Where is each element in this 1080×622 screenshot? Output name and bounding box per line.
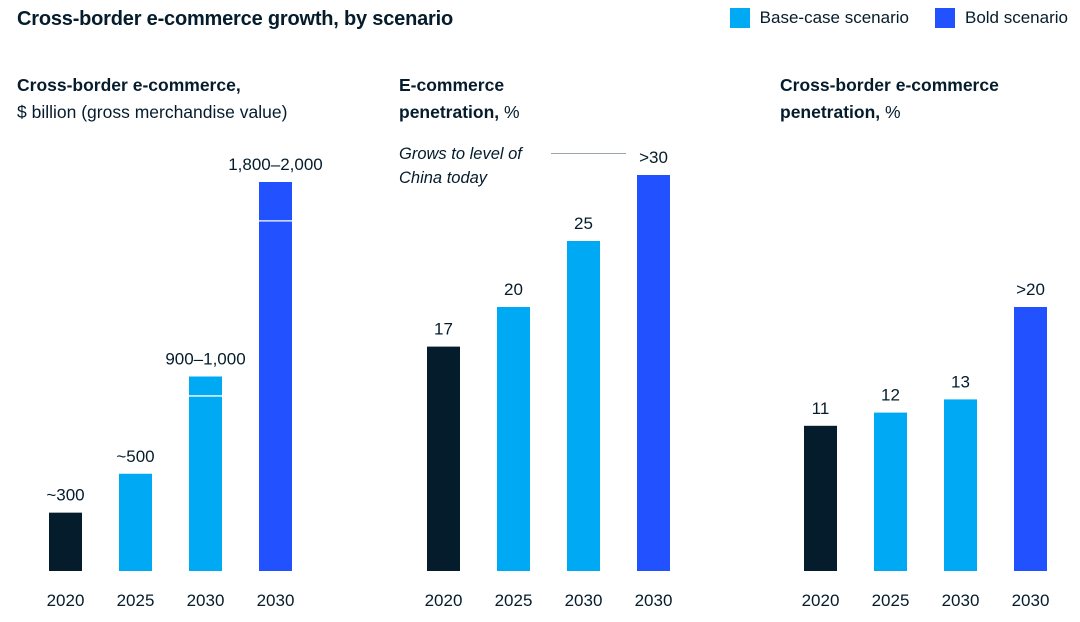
panel-1-title: Cross-border e-commerce, $ billion (gros… bbox=[17, 72, 287, 126]
legend-swatch-bold bbox=[934, 8, 955, 28]
panel-2-title-text-2: penetration, bbox=[399, 102, 500, 122]
data-label-p2-3: 25 bbox=[574, 214, 593, 233]
legend-label-base: Base-case scenario bbox=[759, 8, 909, 27]
data-label-p1-3: 900–1,000 bbox=[165, 350, 245, 369]
panel-1-title-text: Cross-border e-commerce, bbox=[17, 75, 241, 95]
legend-label-bold: Bold scenario bbox=[964, 8, 1068, 27]
data-label-p2-1: 17 bbox=[434, 320, 453, 339]
bar-p2-2 bbox=[497, 307, 530, 571]
data-label-p1-1: ~300 bbox=[46, 486, 84, 505]
x-tick-label-p1-4: 2030 bbox=[257, 591, 295, 610]
bar-p1-3 bbox=[189, 376, 222, 571]
data-label-p2-4: >30 bbox=[639, 148, 668, 167]
bar-p2-4 bbox=[637, 175, 670, 571]
data-label-p3-3: 13 bbox=[951, 372, 970, 391]
bar-p1-4 bbox=[259, 182, 292, 571]
legend: Base-case scenario Bold scenario bbox=[704, 8, 1068, 28]
x-tick-label-p3-2: 2025 bbox=[872, 591, 910, 610]
x-tick-label-p3-4: 2030 bbox=[1012, 591, 1050, 610]
panel-3-title-text: Cross-border e-commerce bbox=[780, 75, 999, 95]
annotation-leader-line bbox=[551, 153, 626, 154]
panel-2-title: E-commerce penetration, % bbox=[399, 72, 520, 126]
legend-item-base: Base-case scenario bbox=[729, 8, 909, 28]
x-tick-label-p3-1: 2020 bbox=[802, 591, 840, 610]
bar-p3-2 bbox=[874, 412, 907, 571]
x-tick-label-p1-3: 2030 bbox=[187, 591, 225, 610]
bar-p1-2 bbox=[119, 473, 152, 571]
x-tick-label-p1-1: 2020 bbox=[47, 591, 85, 610]
x-tick-label-p2-2: 2025 bbox=[495, 591, 533, 610]
annotation-line-1: Grows to level of bbox=[399, 145, 522, 163]
bar-p3-1 bbox=[804, 425, 837, 571]
data-label-p3-4: >20 bbox=[1016, 280, 1045, 299]
legend-item-bold: Bold scenario bbox=[934, 8, 1068, 28]
bar-p3-4 bbox=[1014, 307, 1047, 571]
data-label-p3-2: 12 bbox=[881, 386, 900, 405]
panel-2-title-text: E-commerce bbox=[399, 75, 505, 95]
legend-swatch-base bbox=[729, 8, 750, 28]
x-tick-label-p1-2: 2025 bbox=[117, 591, 155, 610]
bar-p2-1 bbox=[427, 346, 460, 571]
chart-title: Cross-border e-commerce growth, by scena… bbox=[17, 8, 453, 30]
annotation-line-2: China today bbox=[399, 169, 488, 187]
panel-2-unit: % bbox=[504, 102, 520, 122]
panel-3-title-text-2: penetration, bbox=[780, 102, 881, 122]
panel-3-unit: % bbox=[885, 102, 901, 122]
x-tick-label-p2-4: 2030 bbox=[635, 591, 673, 610]
panel-3-title: Cross-border e-commerce penetration, % bbox=[780, 72, 999, 126]
x-tick-label-p2-3: 2030 bbox=[565, 591, 603, 610]
data-label-p3-1: 11 bbox=[812, 399, 830, 418]
bar-p1-1 bbox=[49, 512, 82, 571]
data-label-p2-2: 20 bbox=[504, 280, 523, 299]
annotation: Grows to level of China today bbox=[399, 142, 522, 190]
x-tick-label-p2-1: 2020 bbox=[425, 591, 463, 610]
data-label-p1-4: 1,800–2,000 bbox=[228, 155, 323, 174]
data-label-p1-2: ~500 bbox=[116, 447, 154, 466]
bar-p2-3 bbox=[567, 241, 600, 571]
bar-p3-3 bbox=[944, 399, 977, 571]
panel-1-unit: $ billion (gross merchandise value) bbox=[17, 102, 288, 122]
x-tick-label-p3-3: 2030 bbox=[942, 591, 980, 610]
